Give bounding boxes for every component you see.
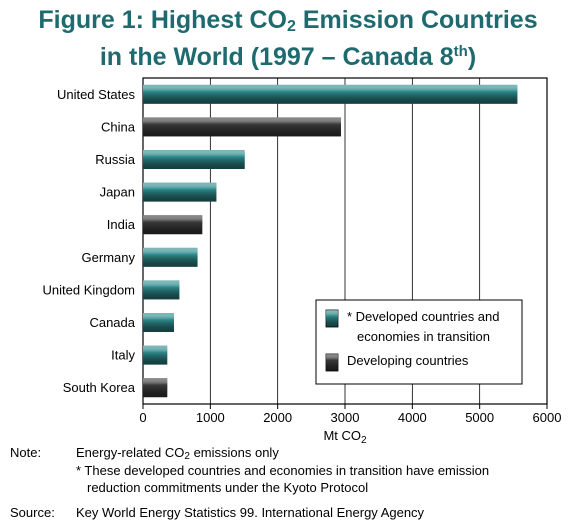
y-category-label: Germany xyxy=(82,250,136,265)
bar-chart: 0 1000 2000 3000 4000 5000 6000 United States Ch… xyxy=(43,77,562,446)
bar-shading xyxy=(143,247,198,267)
y-category-label: China xyxy=(101,119,136,134)
x-axis-label: Mt CO2 xyxy=(323,428,367,446)
bar-shading xyxy=(143,84,518,104)
bar-shading xyxy=(143,117,341,137)
y-category-label: Russia xyxy=(95,152,136,167)
x-tick-label: 1000 xyxy=(196,410,225,425)
legend-label: * Developed countries and xyxy=(347,309,500,324)
legend-swatch-shading xyxy=(326,310,338,327)
y-category-label: Italy xyxy=(111,348,135,363)
x-tick-label: 3000 xyxy=(331,410,360,425)
bar-shading xyxy=(143,378,168,398)
note-text-3: reduction commitments under the Kyoto Pr… xyxy=(87,480,369,495)
y-category-label: Canada xyxy=(89,315,135,330)
source-text: Key World Energy Statistics 99. Internat… xyxy=(76,505,425,520)
bar-shading xyxy=(143,182,217,202)
bar-shading xyxy=(143,313,174,332)
note-label: Note: xyxy=(10,445,42,460)
x-tick-label: 5000 xyxy=(465,410,494,425)
x-tick-label: 4000 xyxy=(398,410,427,425)
bar-shading xyxy=(143,150,245,169)
x-tick-label: 2000 xyxy=(263,410,292,425)
legend-label: Developing countries xyxy=(347,353,469,368)
chart-title-line2: in the World (1997 – Canada 8th) xyxy=(99,43,477,71)
x-tick-label: 0 xyxy=(139,410,146,425)
legend-swatch-shading xyxy=(326,354,338,371)
legend-label-cont: economies in transition xyxy=(357,329,490,344)
bar-shading xyxy=(143,280,180,300)
chart-title-line1: Figure 1: Highest CO2 Emission Countries xyxy=(38,6,538,35)
legend-box xyxy=(315,299,523,385)
y-category-label: United Kingdom xyxy=(43,282,136,297)
note-text-1: Energy-related CO2 emissions only xyxy=(76,445,279,462)
x-tick-label: 6000 xyxy=(533,410,562,425)
y-category-label: South Korea xyxy=(63,380,136,395)
y-category-label: United States xyxy=(57,87,136,102)
bar-shading xyxy=(143,215,203,235)
source-label: Source: xyxy=(10,505,55,520)
note-text-2: * These developed countries and economie… xyxy=(76,463,490,478)
y-category-label: Japan xyxy=(100,185,135,200)
y-category-label: India xyxy=(107,217,136,232)
bar-shading xyxy=(143,345,168,365)
